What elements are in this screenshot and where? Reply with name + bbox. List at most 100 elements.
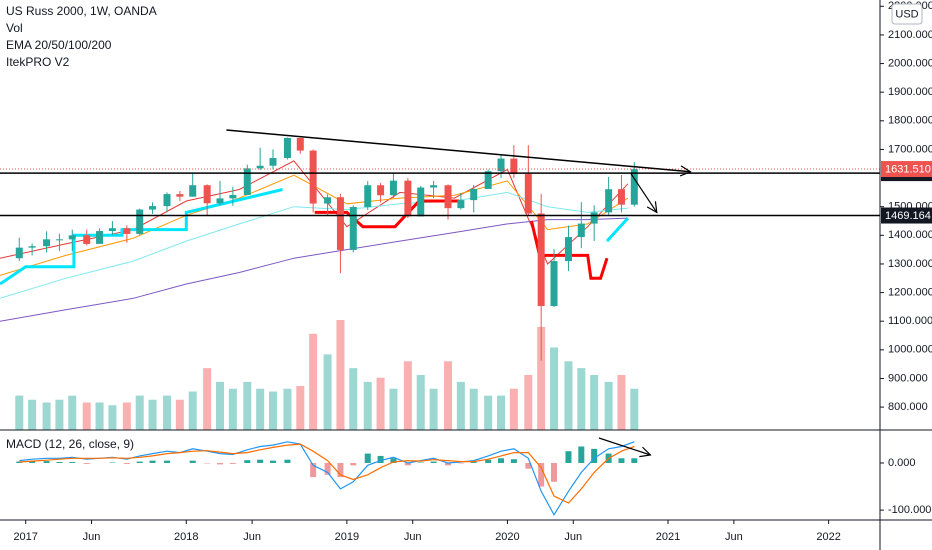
macd-hist-bar: [149, 460, 156, 463]
macd-hist-bar: [364, 453, 371, 463]
macd-hist-bar: [525, 462, 532, 469]
candle-body: [55, 239, 63, 241]
x-tick-label: 2018: [174, 531, 198, 543]
volume-bar: [15, 395, 24, 430]
volume-bar: [55, 399, 64, 430]
macd-hist-bar: [551, 462, 558, 482]
volume-bar: [108, 405, 117, 430]
x-tick-label: Jun: [83, 531, 101, 543]
volume-bar: [82, 402, 91, 430]
volume-bar: [135, 395, 144, 430]
x-tick-label: Jun: [725, 531, 743, 543]
macd-hist-bar: [29, 461, 36, 463]
legend-ema: EMA 20/50/100/200: [6, 38, 112, 52]
candle-body: [524, 174, 532, 214]
y-tick-label: 1200.000: [888, 286, 932, 298]
macd-hist-bar: [324, 462, 331, 475]
macd-hist-bar: [350, 462, 357, 466]
macd-hist-bar: [69, 462, 76, 463]
candle-body: [364, 185, 372, 207]
macd-hist-bar: [43, 461, 50, 463]
x-tick-label: 2020: [495, 531, 519, 543]
macd-hist-bar: [510, 459, 517, 463]
candle-body: [136, 209, 144, 234]
candle-body: [176, 194, 184, 197]
itekpro-line: [605, 217, 630, 243]
candle-body: [484, 171, 492, 189]
ema-line: [0, 217, 628, 322]
macd-hist-bar: [337, 462, 344, 478]
candle-body: [564, 237, 572, 262]
candle-body: [123, 228, 131, 234]
volume-bar: [403, 361, 412, 430]
x-tick-label: Jun: [243, 531, 261, 543]
candle-body: [630, 169, 638, 205]
last-price-tag: [881, 161, 932, 178]
x-tick-label: 2021: [656, 531, 680, 543]
candle-body: [243, 168, 251, 195]
macd-hist-bar: [565, 451, 572, 463]
ema-line: [0, 174, 629, 276]
volume-bar: [497, 395, 506, 430]
volume-bar: [122, 402, 131, 430]
y-tick-label: 900.000: [888, 372, 928, 384]
macd-hist-bar: [404, 462, 411, 466]
volume-bar: [256, 388, 265, 430]
macd-hist-bar: [284, 459, 291, 463]
macd-hist-bar: [390, 458, 397, 463]
candle-body: [324, 197, 332, 204]
volume-bar: [268, 391, 277, 430]
macd-hist-bar: [257, 459, 264, 463]
level-tag-label: 1469.164: [885, 210, 931, 222]
volume-bar: [188, 391, 197, 430]
volume-bar: [537, 326, 546, 430]
macd-hist-bar: [631, 458, 638, 463]
trendline: [226, 129, 690, 172]
currency-label[interactable]: USD: [895, 8, 918, 20]
candle-body: [68, 235, 76, 240]
currency-badge[interactable]: [891, 3, 923, 25]
candle-body: [229, 194, 237, 199]
symbol-title: US Russ 2000, 1W, OANDA: [6, 4, 157, 18]
candle-body: [43, 239, 51, 247]
candle-body: [417, 187, 425, 217]
candle-body: [430, 185, 438, 188]
macd-hist-bar: [310, 462, 317, 478]
macd-hist-bar: [498, 458, 505, 463]
legend-vol: Vol: [6, 21, 23, 35]
candle-body: [269, 158, 277, 166]
candle-body: [163, 194, 171, 207]
volume-bar: [68, 395, 77, 430]
volume-bar: [95, 402, 104, 430]
candle-body: [605, 189, 613, 213]
x-tick-label: Jun: [404, 531, 422, 543]
volume-bar: [323, 354, 332, 430]
volume-bar: [416, 375, 425, 430]
volume-bar: [429, 388, 438, 430]
volume-bar: [456, 381, 465, 430]
y-tick-label: 800.000: [888, 401, 928, 413]
y-tick-label: 1900.000: [888, 86, 932, 98]
y-tick-label: 2000.000: [888, 57, 932, 69]
macd-hist-bar: [229, 462, 236, 464]
volume-bar: [283, 388, 292, 430]
volume-bar: [577, 368, 586, 430]
macd-hist-bar: [618, 458, 625, 463]
x-tick-label: 2022: [816, 531, 840, 543]
macd-hist-bar: [430, 461, 437, 463]
signal-line: [19, 443, 635, 504]
macd-y-tick-label: 0.000: [888, 457, 916, 469]
macd-hist-bar: [578, 446, 585, 463]
volume-bar: [564, 361, 573, 430]
volume-bar: [203, 368, 212, 430]
volume-bar: [630, 388, 639, 430]
y-tick-label: 1000.000: [888, 344, 932, 356]
volume-bar: [509, 388, 518, 430]
macd-hist-bar: [538, 462, 545, 487]
candle-body: [83, 235, 91, 244]
macd-hist-bar: [164, 460, 171, 463]
macd-hist-bar: [217, 462, 223, 465]
macd-title: MACD (12, 26, close, 9): [6, 437, 134, 451]
y-tick-label: 2100.000: [888, 29, 932, 41]
